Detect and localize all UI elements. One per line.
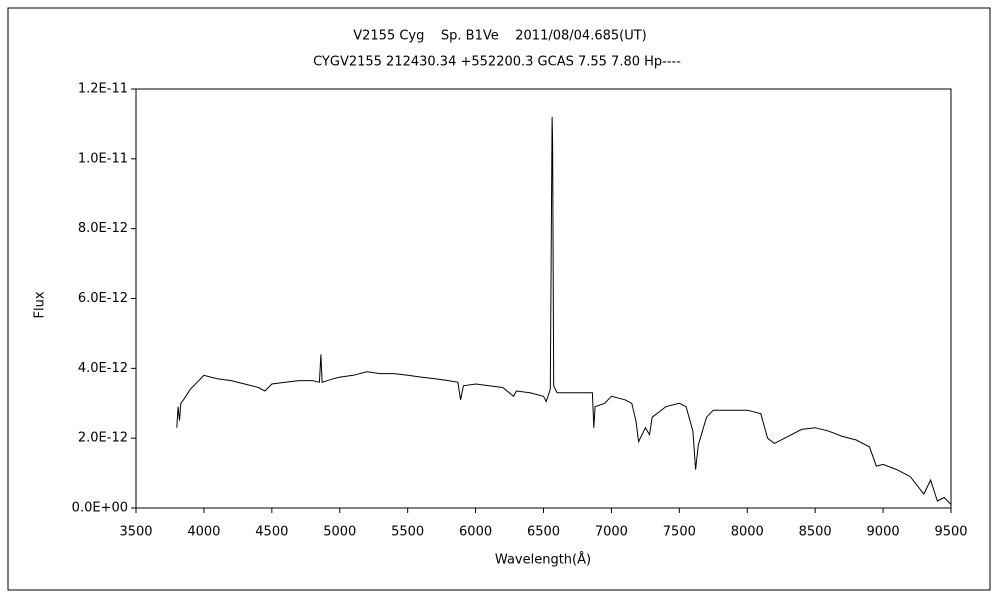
x-tick-label: 7000 — [595, 525, 628, 540]
x-tick-label: 3500 — [119, 525, 152, 540]
x-tick-label: 6000 — [459, 525, 492, 540]
x-tick-label: 4500 — [255, 525, 288, 540]
y-tick-label: 6.0E-12 — [78, 291, 128, 306]
x-tick-label: 4000 — [187, 525, 220, 540]
y-axis-label: Flux — [33, 291, 48, 318]
chart-subtitle: CYGV2155 212430.34 +552200.3 GCAS 7.55 7… — [313, 55, 681, 70]
x-tick-label: 8500 — [799, 525, 832, 540]
x-tick-label: 9000 — [867, 525, 900, 540]
x-tick-label: 5000 — [323, 525, 356, 540]
chart-title: V2155 Cyg Sp. B1Ve 2011/08/04.685(UT) — [353, 29, 647, 44]
y-tick-label: 1.0E-11 — [78, 151, 128, 166]
x-tick-label: 5500 — [391, 525, 424, 540]
x-tick-label: 7500 — [663, 525, 696, 540]
x-axis-label: Wavelength(Å) — [495, 552, 591, 568]
y-tick-label: 0.0E+00 — [72, 501, 128, 516]
y-tick-label: 8.0E-12 — [78, 221, 128, 236]
y-tick-label: 4.0E-12 — [78, 361, 128, 376]
x-tick-label: 9500 — [934, 525, 967, 540]
spectrum-line — [176, 116, 952, 505]
x-tick-label: 8000 — [731, 525, 764, 540]
x-tick-label: 6500 — [527, 525, 560, 540]
y-tick-label: 1.2E-11 — [78, 82, 128, 97]
y-tick-label: 2.0E-12 — [78, 431, 128, 446]
chart-frame — [7, 7, 991, 591]
